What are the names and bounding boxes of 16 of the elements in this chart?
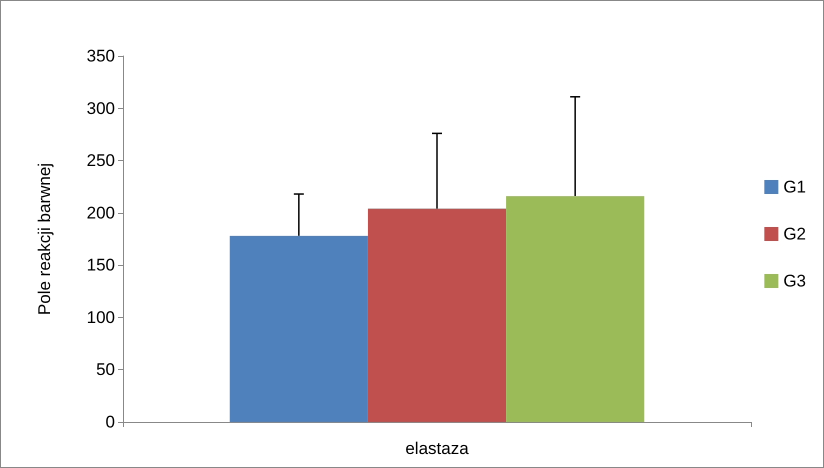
- y-tick-label: 350: [86, 46, 115, 66]
- legend-label: G1: [783, 178, 806, 196]
- bar: [368, 208, 506, 422]
- y-tick-label: 250: [86, 151, 115, 170]
- y-tick-label: 300: [86, 98, 115, 118]
- bar: [506, 196, 644, 422]
- bar: [230, 236, 368, 422]
- y-axis-title: Pole reakcji barwnej: [35, 162, 54, 316]
- legend-label: G3: [783, 272, 806, 290]
- y-tick-label: 200: [86, 203, 115, 222]
- legend-label: G2: [783, 224, 806, 244]
- x-tick-label: elastaza: [405, 439, 470, 458]
- y-tick-label: 150: [86, 256, 115, 275]
- y-tick-label: 0: [106, 412, 115, 432]
- y-tick-label: 50: [96, 360, 115, 380]
- y-tick-label: 100: [86, 308, 115, 327]
